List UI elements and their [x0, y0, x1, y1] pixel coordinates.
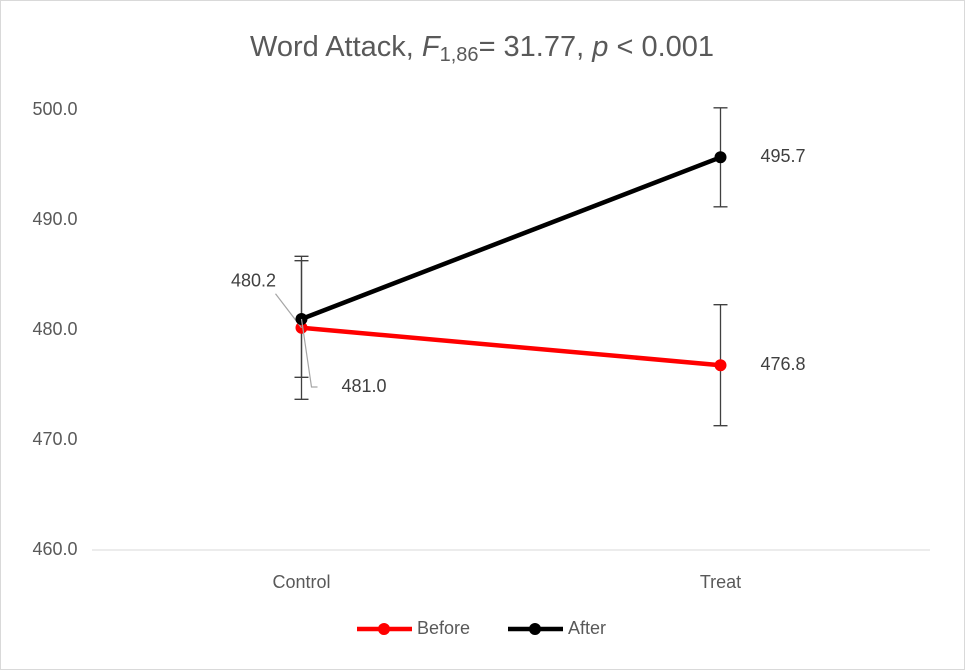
- legend-marker: [529, 623, 541, 635]
- series-line: [301, 325, 721, 368]
- label-leader: [300, 318, 318, 388]
- title-part: p: [591, 31, 608, 63]
- y-tick-label: 470.0: [32, 429, 77, 449]
- y-tick-label: 500.0: [32, 99, 77, 119]
- data-label: 480.2: [231, 271, 276, 291]
- y-tick-label: 480.0: [32, 319, 77, 339]
- title-part: = 31.77,: [479, 31, 593, 63]
- series-line: [300, 155, 722, 322]
- data-label: 495.7: [761, 146, 806, 166]
- legend-marker: [378, 623, 390, 635]
- legend-label: Before: [417, 618, 470, 638]
- data-label: 481.0: [342, 376, 387, 396]
- y-tick-label: 460.0: [32, 539, 77, 559]
- x-tick-label: Treat: [700, 572, 741, 592]
- title-part: Word Attack,: [250, 31, 422, 63]
- chart-title: Word Attack, F1,86= 31.77, p < 0.001: [250, 31, 714, 67]
- marker: [714, 359, 727, 372]
- title-part: F: [422, 31, 442, 63]
- title-part: 1,86: [440, 44, 479, 66]
- title-part: < 0.001: [608, 31, 714, 63]
- data-label: 476.8: [761, 354, 806, 374]
- y-tick-label: 490.0: [32, 209, 77, 229]
- legend-label: After: [568, 618, 606, 638]
- x-tick-label: Control: [272, 572, 330, 592]
- marker: [714, 151, 727, 164]
